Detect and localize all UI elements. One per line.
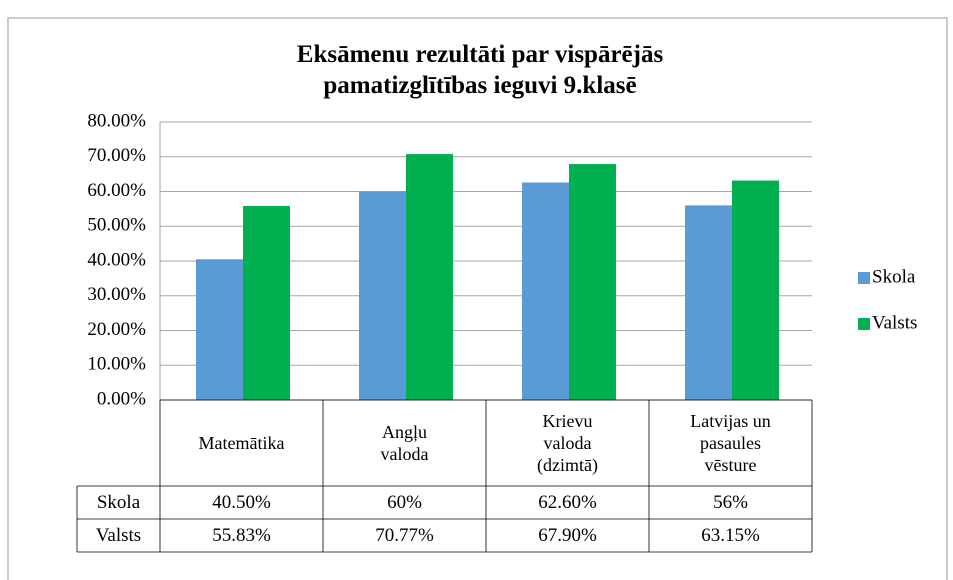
y-tick-label: 20.00% — [87, 319, 146, 340]
table-value-cell: 60% — [323, 486, 486, 519]
table-value: 60% — [387, 491, 422, 513]
bar — [732, 180, 779, 400]
table-value-cell: 56% — [649, 486, 812, 519]
table-value: 67.90% — [538, 524, 597, 546]
table-row-label-cell: Valsts — [77, 519, 160, 552]
table-value-cell: 70.77% — [323, 519, 486, 552]
table-row-label-box: Valsts — [77, 519, 160, 552]
y-tick-label: 70.00% — [87, 145, 146, 166]
y-tick-label: 60.00% — [87, 180, 146, 201]
bar — [196, 259, 243, 400]
legend-swatch — [858, 318, 870, 330]
table-value-cell: 55.83% — [160, 519, 323, 552]
bar — [685, 205, 732, 400]
table-row-label: Valsts — [95, 524, 142, 546]
y-tick-label: 80.00% — [87, 110, 146, 131]
bar — [569, 164, 616, 400]
x-tick-label-cell: Latvijas un pasaules vēsture — [649, 400, 812, 486]
table-value-box: 67.90% — [486, 519, 649, 552]
x-tick-label: Latvijas un pasaules vēsture — [690, 411, 771, 475]
table-value-cell: 62.60% — [486, 486, 649, 519]
y-tick-label: 30.00% — [87, 284, 146, 305]
table-row-label: Skola — [96, 491, 141, 513]
table-value: 40.50% — [212, 491, 271, 513]
legend-swatch — [858, 272, 870, 284]
x-tick-label-cell: Krievu valoda (dzimtā) — [486, 400, 649, 486]
table-value: 63.15% — [701, 524, 760, 546]
table-value: 70.77% — [375, 524, 434, 546]
bar — [406, 154, 453, 400]
y-tick-label: 0.00% — [97, 388, 146, 409]
y-tick-label: 50.00% — [87, 215, 146, 236]
table-value-cell: 67.90% — [486, 519, 649, 552]
chart-title: Eksāmenu rezultāti par vispārējās pamati… — [296, 41, 664, 99]
x-tick-label-cell: Matemātika — [160, 400, 323, 486]
table-value-box: 62.60% — [486, 486, 649, 519]
x-tick-label: Krievu valoda (dzimtā) — [537, 411, 598, 475]
table-row-label-cell: Skola — [77, 486, 160, 519]
y-tick-label: 40.00% — [87, 249, 146, 270]
bar — [359, 191, 406, 400]
bar — [243, 205, 290, 400]
x-tick-label: Matemātika — [198, 433, 285, 453]
table-value-box: 56% — [649, 486, 812, 519]
table-value: 62.60% — [538, 491, 597, 513]
table-value-cell: 40.50% — [160, 486, 323, 519]
bar — [522, 182, 569, 400]
table-value-cell: 63.15% — [649, 519, 812, 552]
table-value-box: 70.77% — [323, 519, 486, 552]
x-tick-label: Angļu valoda — [380, 422, 429, 464]
x-tick-label-box: Angļu valoda — [323, 400, 486, 486]
table-value-box: 63.15% — [649, 519, 812, 552]
x-tick-label-cell: Angļu valoda — [323, 400, 486, 486]
legend-label: Skola — [872, 266, 916, 287]
table-value-box: 40.50% — [160, 486, 323, 519]
x-tick-label-box: Latvijas un pasaules vēsture — [649, 400, 812, 486]
y-tick-label: 10.00% — [87, 354, 146, 375]
chart-title-cell: Eksāmenu rezultāti par vispārējās pamati… — [230, 32, 730, 108]
x-tick-label-box: Krievu valoda (dzimtā) — [486, 400, 649, 486]
table-row-label-box: Skola — [77, 486, 160, 519]
table-value: 56% — [713, 491, 748, 513]
legend-label: Valsts — [872, 312, 917, 333]
table-value-box: 55.83% — [160, 519, 323, 552]
chart-title-box: Eksāmenu rezultāti par vispārējās pamati… — [230, 32, 730, 108]
x-tick-label-box: Matemātika — [160, 400, 323, 486]
table-value: 55.83% — [212, 524, 271, 546]
table-value-box: 60% — [323, 486, 486, 519]
